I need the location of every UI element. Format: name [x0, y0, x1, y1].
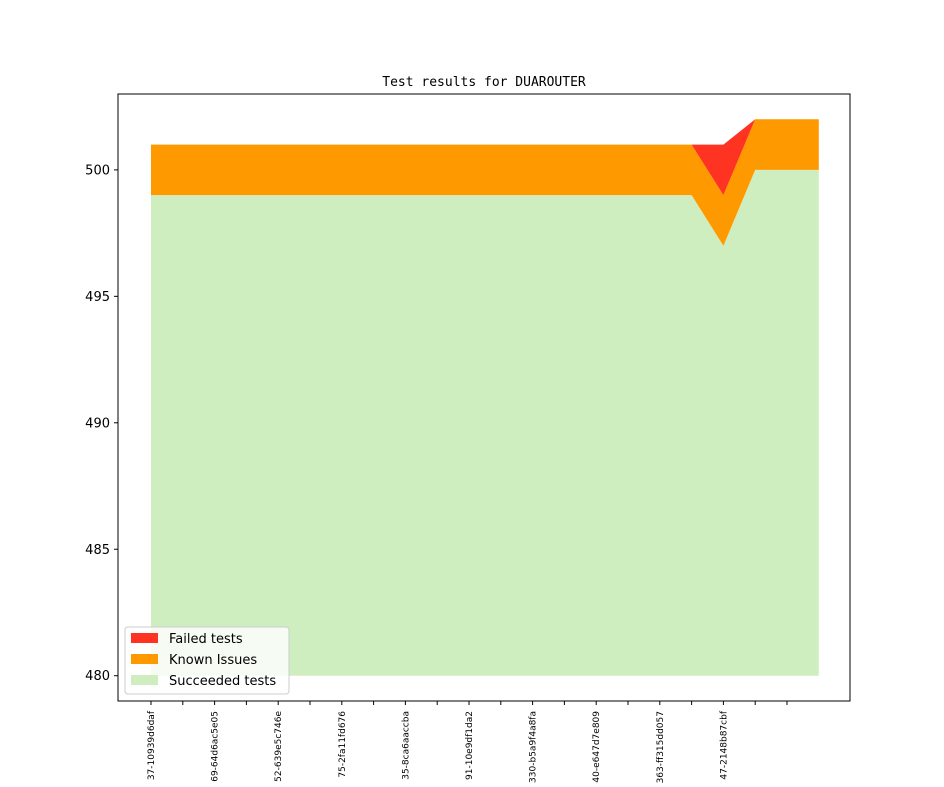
legend-swatch — [131, 675, 158, 685]
legend-box — [124, 626, 290, 695]
legend-label: Failed tests — [169, 632, 243, 647]
x-tick-label: 75-2fa11fd676 — [338, 711, 348, 778]
y-tick-label: 480 — [85, 669, 110, 684]
x-tick-label: 37-10939d6daf — [147, 710, 157, 780]
axes-frame — [117, 93, 851, 702]
legend-swatch — [131, 633, 158, 643]
x-tick-label: 363-ff315dd057 — [656, 711, 666, 783]
area-known-issues — [151, 119, 819, 246]
x-tick-label: 52-639e5c746e — [274, 711, 284, 782]
legend: Failed tests Known Issues Succeeded tests — [124, 626, 290, 695]
y-tick-label: 500 — [85, 163, 110, 178]
x-axis: 37-10939d6daf 69-64d6ac5e05 52-639e5c746e 7… — [147, 701, 788, 783]
x-tick-label: 330-b5a9f4a8fa — [529, 711, 539, 783]
y-tick-label: 495 — [85, 290, 110, 305]
x-tick-label: 35-8ca6aaccba — [401, 711, 411, 780]
y-tick-label: 490 — [85, 416, 110, 431]
legend-swatch — [131, 654, 158, 664]
chart-title: Test results for DUAROUTER — [382, 75, 586, 90]
x-tick-label: 69-64d6ac5e05 — [211, 711, 221, 782]
x-tick-label: 91-10e9df1da2 — [465, 711, 475, 780]
y-axis: 480 485 490 495 500 — [85, 163, 118, 684]
area-series-group — [151, 119, 819, 676]
legend-label: Succeeded tests — [169, 674, 276, 689]
x-tick-label: 40-e647d7e809 — [592, 711, 602, 783]
legend-label: Known Issues — [169, 653, 257, 668]
x-tick-label: 47-2148b87cbf — [719, 710, 729, 779]
area-succeeded-tests — [151, 169, 819, 676]
y-tick-label: 485 — [85, 543, 110, 558]
